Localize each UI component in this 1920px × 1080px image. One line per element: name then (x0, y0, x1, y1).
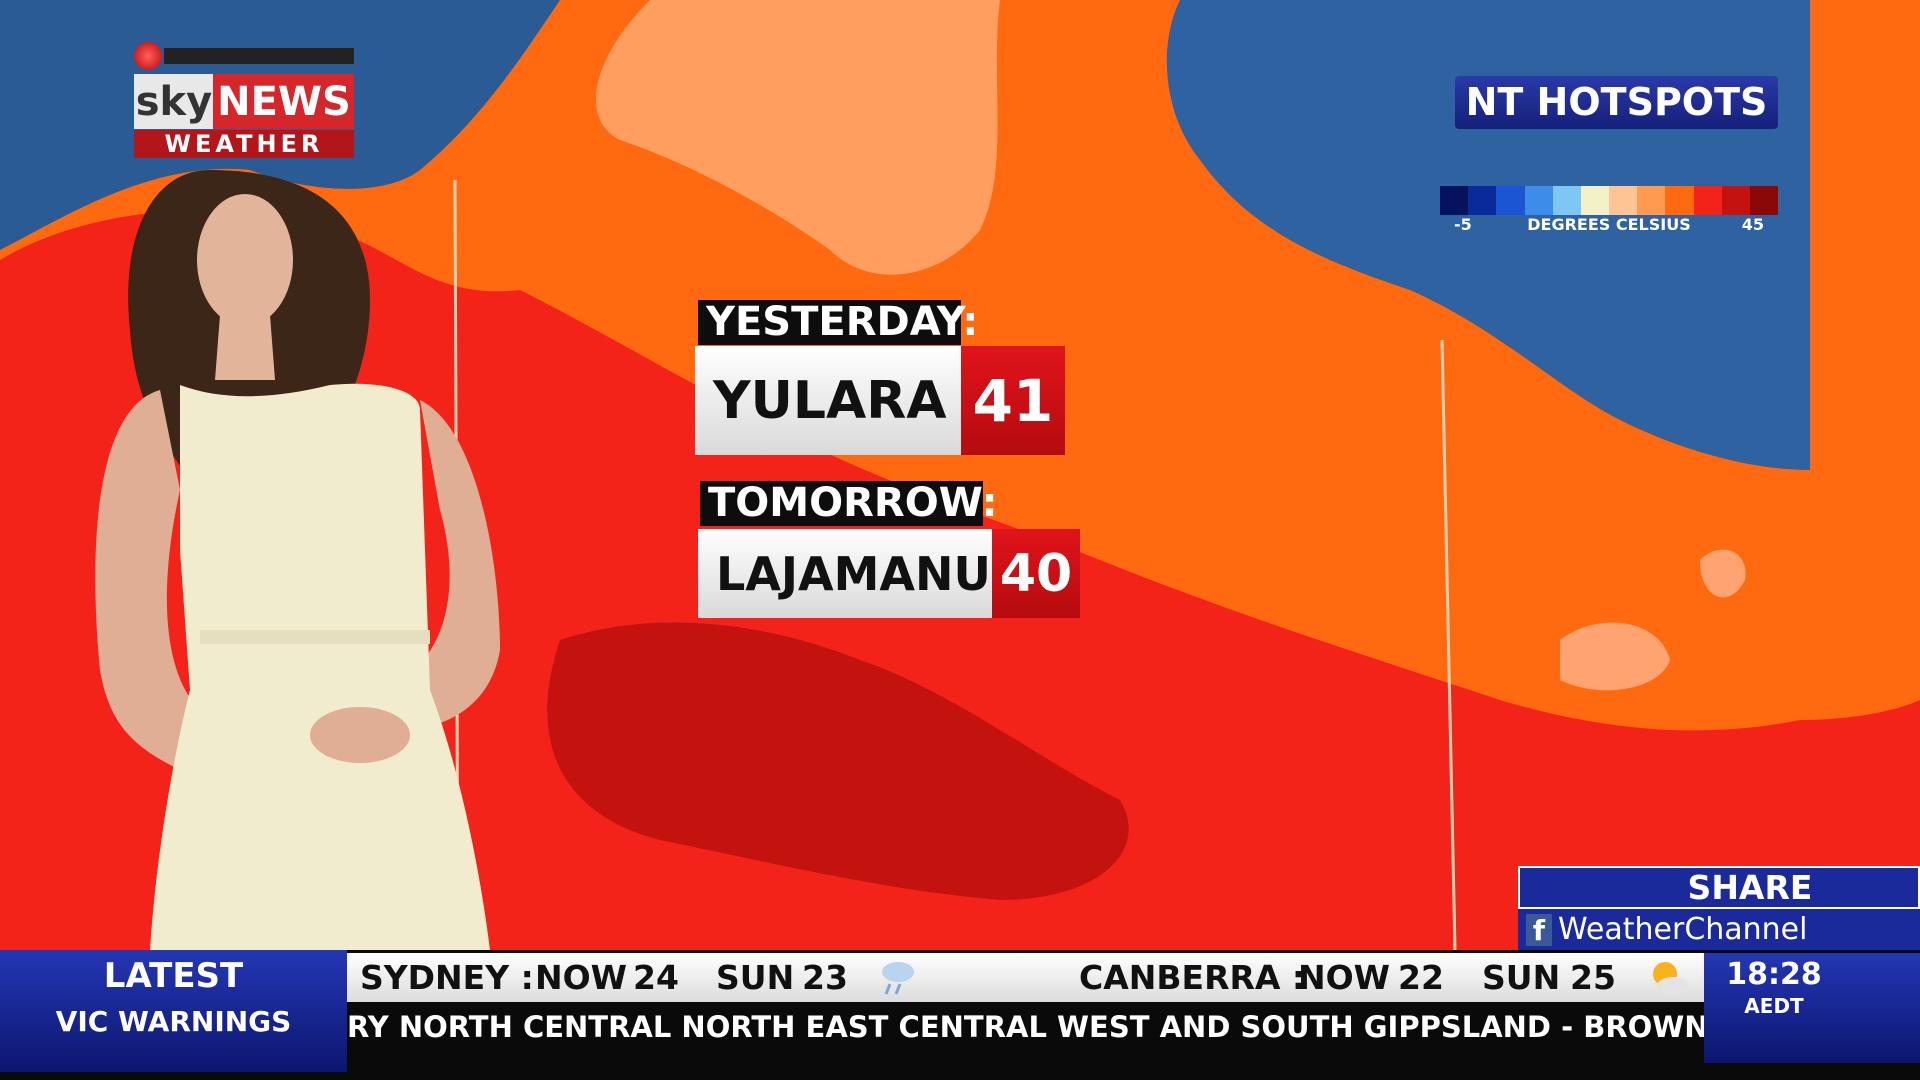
map-title: NT HOTSPOTS (1455, 76, 1778, 129)
hotspot-label: YESTERDAY: (698, 300, 978, 345)
city-name: CANBERRA : (1079, 958, 1306, 997)
showers-icon (882, 962, 914, 995)
sun-cloud-icon (1653, 962, 1689, 995)
logo-brand: sky (135, 78, 213, 125)
day-label: SUN (1482, 958, 1561, 997)
logo-bar (164, 48, 354, 64)
legend-max: 45 (1741, 215, 1764, 234)
clock-box: 18:28 AEDT (1704, 953, 1920, 1063)
share-header: SHARE (1518, 866, 1920, 909)
share-handle: WeatherChannel (1558, 912, 1808, 947)
day-temperature: 23 (802, 958, 848, 997)
hotspot-temperature: 40 (992, 529, 1080, 618)
ticker-crawl: RY NORTH CENTRAL NORTH EAST CENTRAL WEST… (347, 1010, 1704, 1044)
ticker-heading: LATEST (103, 956, 244, 996)
hotspot-place: YULARA (695, 346, 961, 455)
logo-box: sky NEWS (134, 74, 354, 129)
legend-min: -5 (1454, 215, 1472, 234)
day-temperature: 25 (1570, 958, 1616, 997)
legend-scale (1440, 186, 1779, 215)
city-name: SYDNEY : (360, 958, 534, 997)
now-label: NOW (1298, 958, 1391, 997)
share-row: f WeatherChannel (1518, 909, 1920, 950)
now-temperature: 22 (1398, 958, 1444, 997)
share-title: SHARE (1687, 868, 1813, 907)
day-label: SUN (716, 958, 795, 997)
now-temperature: 24 (633, 958, 679, 997)
clock-time: 18:28 (1726, 957, 1822, 992)
logo-section: WEATHER (134, 130, 354, 158)
hotspot-label: TOMORROW: (700, 481, 998, 526)
ticker-heading-box: LATEST VIC WARNINGS (0, 950, 347, 1072)
facebook-icon: f (1526, 913, 1552, 947)
hotspot-temperature: 41 (961, 346, 1065, 455)
logo-dot (134, 42, 162, 70)
logo-product: NEWS (217, 78, 351, 125)
legend-label: DEGREES CELSIUS (1527, 215, 1691, 234)
logo: sky NEWS WEATHER (134, 42, 354, 158)
hotspot-place: LAJAMANU (698, 529, 992, 618)
ticker-subheading: VIC WARNINGS (55, 1005, 292, 1038)
clock-zone: AEDT (1744, 994, 1804, 1018)
now-label: NOW (535, 958, 628, 997)
ticker-weather-row (347, 953, 1704, 1002)
legend-labels: -5 DEGREES CELSIUS 45 (1440, 215, 1778, 237)
presenter (95, 170, 500, 950)
